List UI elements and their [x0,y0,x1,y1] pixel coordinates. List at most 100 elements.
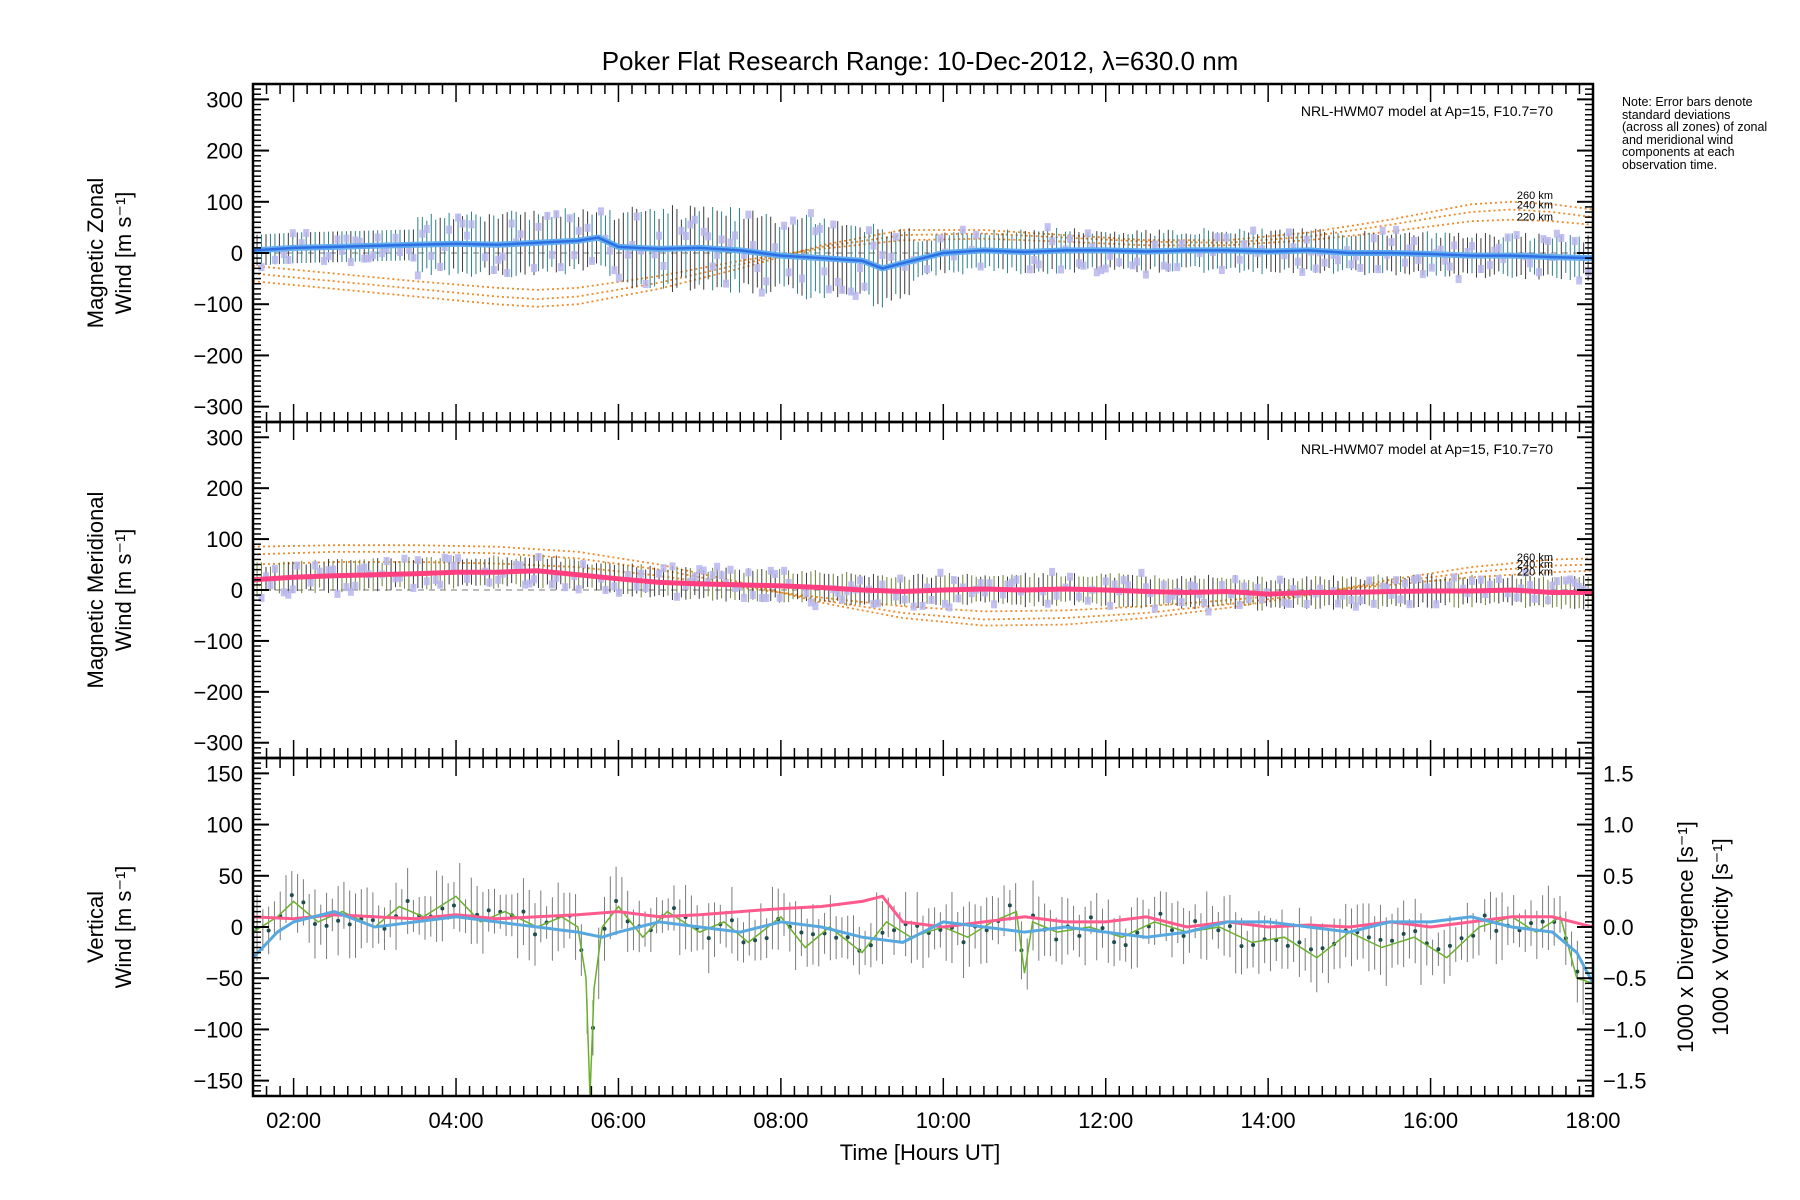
zone-point [271,255,278,264]
zone-point [812,602,819,611]
zone-point [1544,237,1551,246]
vertical-wind-point [602,926,607,931]
zone-point [749,591,756,600]
y-tick-label: −200 [193,343,243,368]
zone-point [383,244,390,253]
vertical-wind-point [1308,947,1313,952]
zone-point [870,599,877,608]
vertical-wind-point [961,940,966,945]
zone-point [396,247,403,256]
zone-point [562,583,569,592]
zone-point [892,232,899,241]
zone-point [307,578,314,587]
vertical-wind-point [706,936,711,941]
y2-tick-label: −1.5 [1603,1069,1646,1094]
vertical-wind-point [1285,943,1290,948]
zone-point [1375,265,1382,274]
zone-point [1129,261,1136,270]
zone-point [781,221,788,230]
zone-point [1008,578,1015,587]
zone-point [597,207,604,216]
zone-point [343,234,350,243]
y-axis-label-line2: Wind [m s⁻¹] [111,192,136,315]
zone-point [839,285,846,294]
vertical-wind-point [880,930,885,935]
zone-point [901,262,908,271]
zone-point [481,253,488,262]
zone-point [910,602,917,611]
vertical-wind-point [1320,946,1325,951]
y-tick-label: 200 [206,476,243,501]
zone-point [548,250,555,259]
vertical-wind-point [1401,931,1406,936]
zone-point [1384,583,1391,592]
zone-point [1174,263,1181,272]
zone-point [705,232,712,241]
zone-point [682,231,689,240]
zone-point [517,561,524,570]
zone-point [1281,598,1288,607]
zone-point [1303,599,1310,608]
y-tick-label: 100 [206,190,243,215]
zone-point [1549,581,1556,590]
y-tick-label: −300 [193,395,243,420]
zone-point [1214,233,1221,242]
y-tick-label: 50 [219,864,243,889]
zone-point [392,233,399,242]
zone-point [669,562,676,571]
y2-tick-label: 0.5 [1603,864,1634,889]
zone-point [329,565,336,574]
zone-point [374,233,381,242]
zone-point [1352,252,1359,261]
zone-point [1366,576,1373,585]
error-bar-note: Note: Error bars denote standard deviati… [1622,95,1768,172]
zone-point [807,598,814,607]
zone-point [557,263,564,272]
zone-point [352,236,359,245]
x-tick-label: 04:00 [428,1108,483,1133]
vorticity-axis-label: 1000 x Vorticity [s⁻¹] [1708,838,1733,1035]
zone-point [522,580,529,589]
zone-point [356,237,363,246]
zone-point [1419,270,1426,279]
figure-title: Poker Flat Research Range: 10-Dec-2012, … [602,46,1239,76]
vertical-wind-point [451,903,456,908]
zone-point [1151,240,1158,249]
zone-point [414,556,421,565]
zone-point [946,603,953,612]
vertical-wind-point [1216,928,1221,933]
zone-point [1522,568,1529,577]
zone-point [1433,600,1440,609]
panel-frame [251,756,1595,1098]
zone-point [678,226,685,235]
zone-point [530,264,537,273]
zone-point [1044,599,1051,608]
zone-point [1531,594,1538,603]
zone-point [1576,582,1583,591]
zone-point [459,219,466,228]
plot-area [253,544,1593,627]
y-axis-label-line2: Wind [m s⁻¹] [111,529,136,652]
zone-point [566,214,573,223]
zone-point [513,560,520,569]
zone-point [830,220,837,229]
zone-point [280,250,287,259]
zone-point [1049,567,1056,576]
zone-point [1031,256,1038,265]
zone-point [499,252,506,261]
zone-point [446,225,453,234]
meridional-wind-panel: 300 200 100 0 −100 −200 −300 Magnetic Meridiona… [83,420,1595,760]
zone-point [1138,568,1145,577]
vorticity-axis-label-text: 1000 x Vorticity [s⁻¹] [1708,838,1733,1035]
zone-point [1495,243,1502,252]
zone-point [258,593,265,602]
zone-point [1098,266,1105,275]
zone-point [624,571,631,580]
zone-point [1276,575,1283,584]
zone-point [1437,245,1444,254]
zone-point [1451,241,1458,250]
zone-point [365,254,372,263]
zone-point [1066,572,1073,581]
zone-point [428,251,435,260]
zone-point [285,255,292,264]
